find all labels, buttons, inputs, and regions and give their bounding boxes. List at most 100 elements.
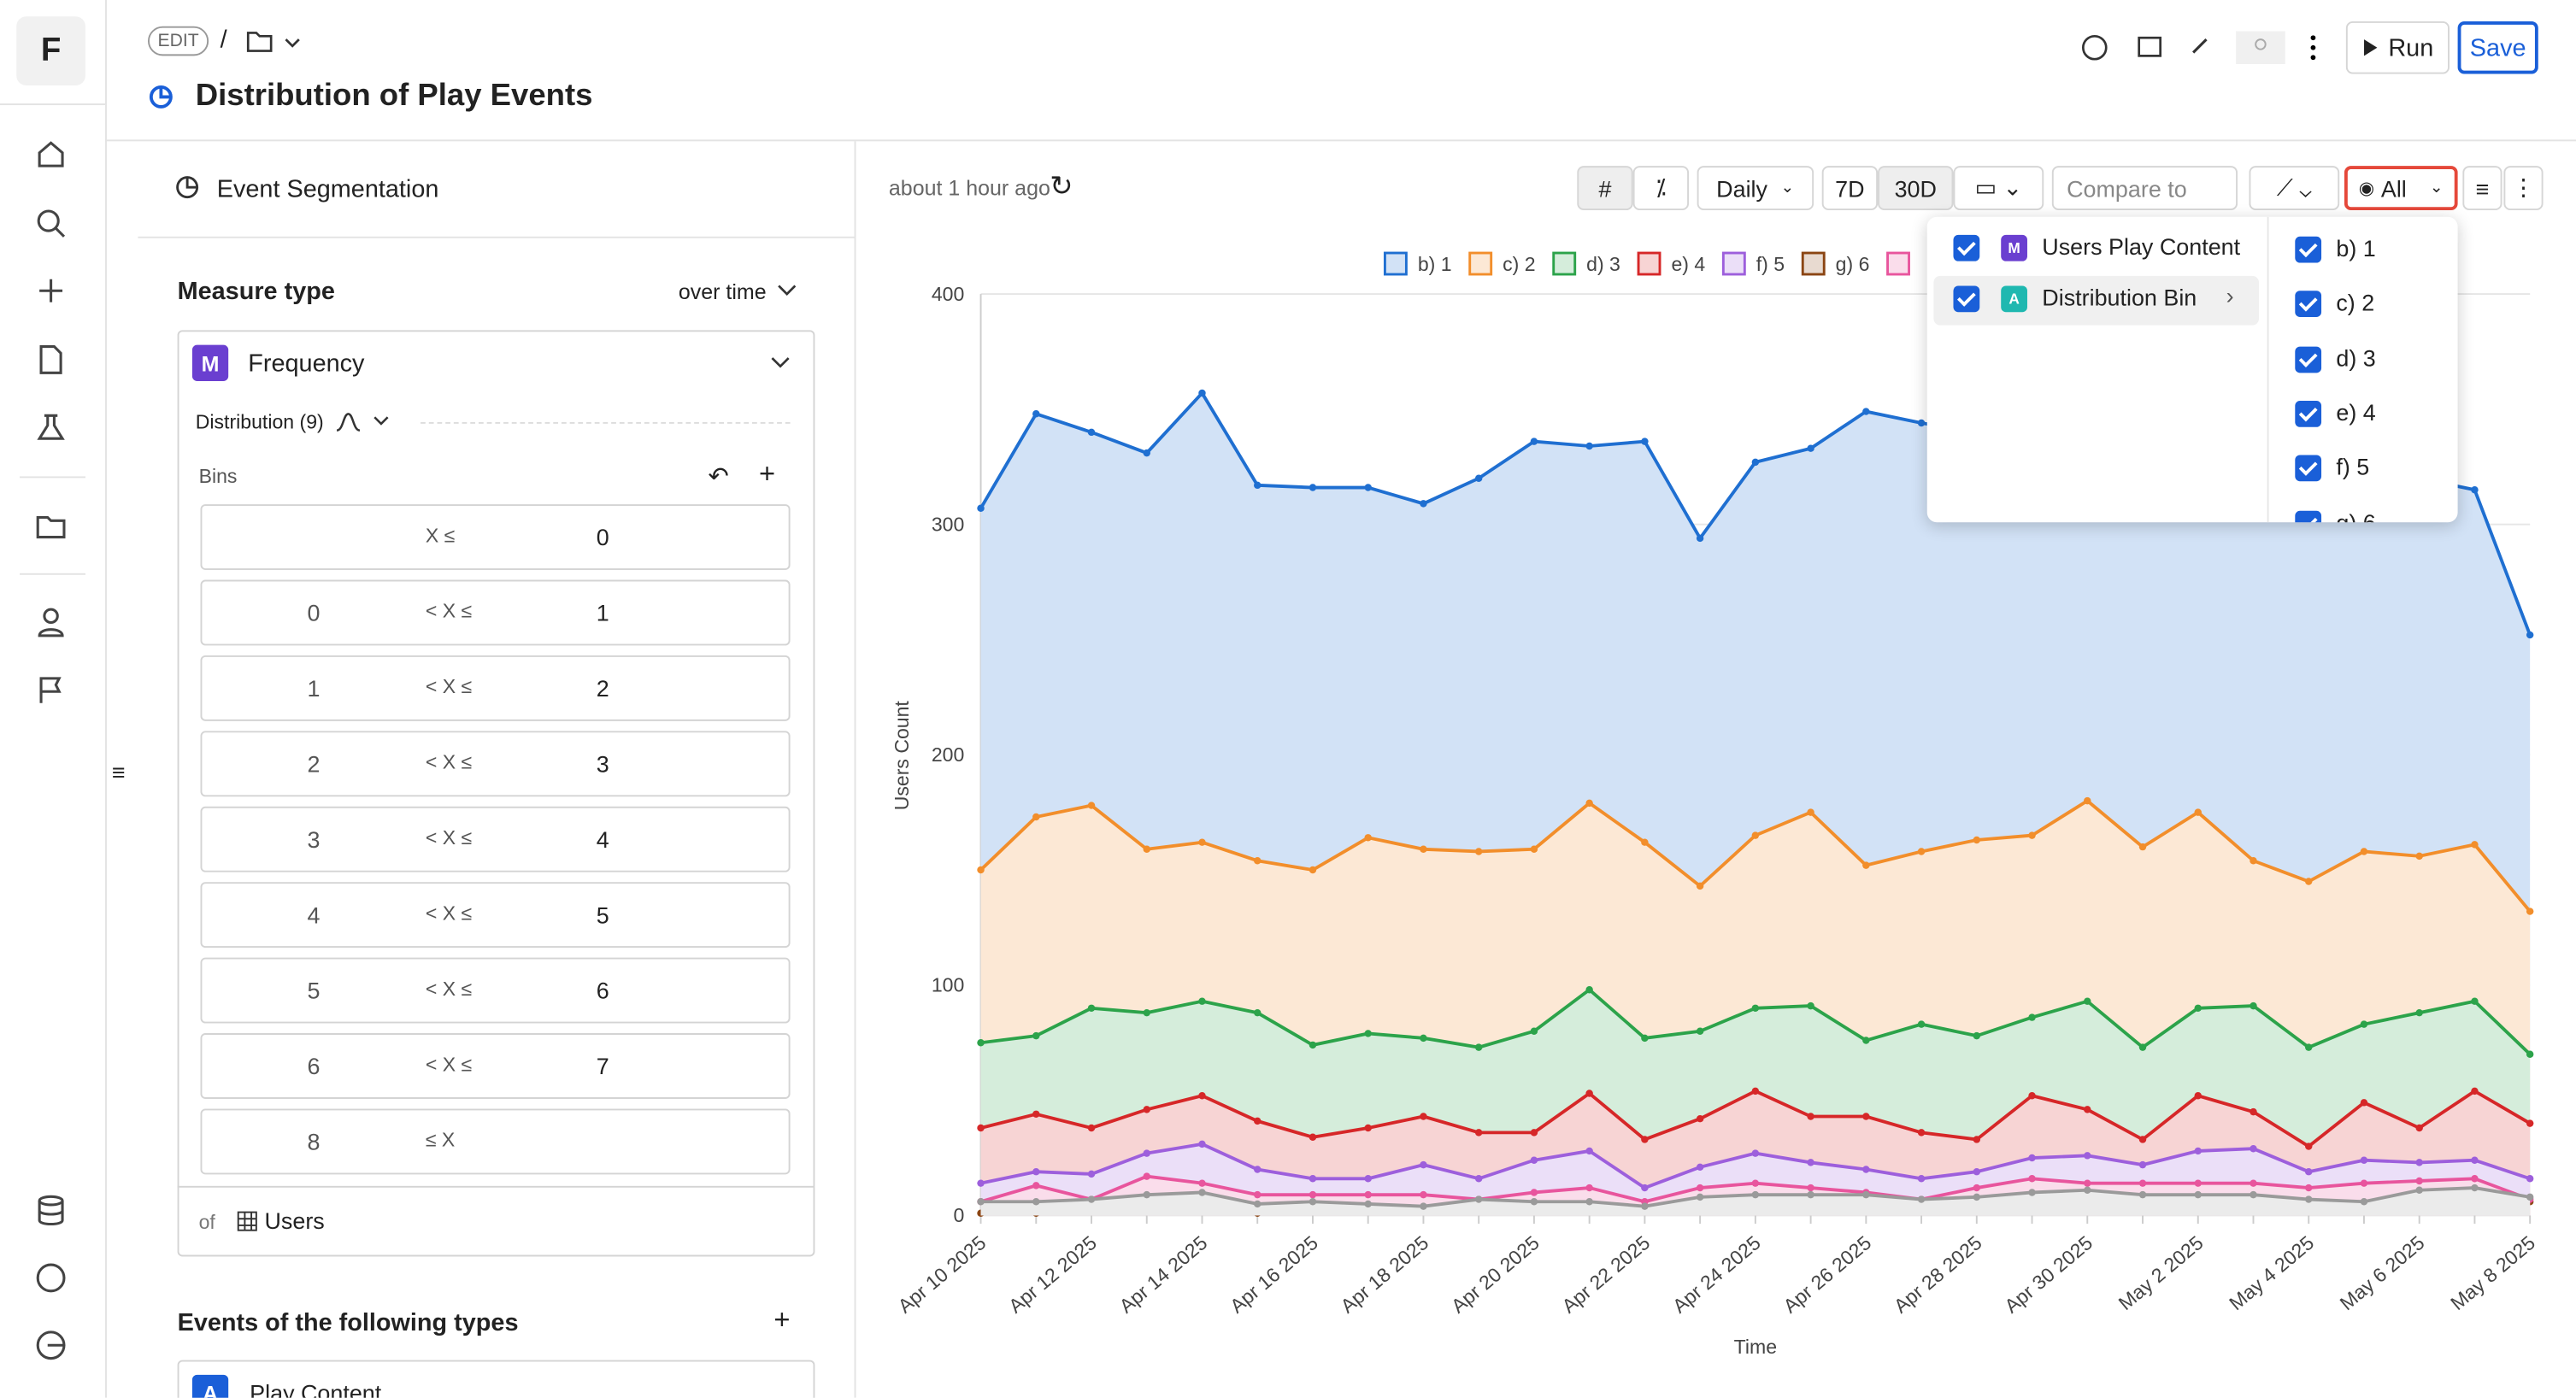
- checkbox[interactable]: [2295, 455, 2322, 482]
- granularity-select[interactable]: Daily ⌄: [1697, 166, 1814, 211]
- bin-row[interactable]: 1 < X ≤ 2: [200, 655, 791, 721]
- data-point: [2250, 1190, 2257, 1199]
- home-icon[interactable]: [34, 138, 67, 170]
- data-point: [1973, 1193, 1981, 1201]
- data-point: [1309, 1190, 1317, 1199]
- logo[interactable]: F: [16, 16, 85, 85]
- data-point: [2526, 908, 2534, 915]
- toggle-panel[interactable]: ≡: [111, 759, 126, 785]
- data-point: [1254, 857, 1262, 865]
- bin-row[interactable]: 6 < X ≤ 7: [200, 1033, 791, 1099]
- distribution-icon: [336, 413, 389, 432]
- bin-row[interactable]: 4 < X ≤ 5: [200, 882, 791, 949]
- bin-row[interactable]: X ≤ 0: [200, 504, 791, 570]
- data-point: [1585, 442, 1593, 450]
- calendar-button[interactable]: ▭ ⌄: [1953, 166, 2044, 211]
- add-bin-button[interactable]: +: [759, 458, 776, 490]
- add-icon[interactable]: [34, 274, 67, 307]
- run-button[interactable]: Run: [2345, 21, 2450, 74]
- help-icon[interactable]: [34, 1261, 67, 1294]
- data-point: [1254, 1117, 1262, 1125]
- value-label[interactable]: b) 1: [2336, 234, 2376, 261]
- checkbox[interactable]: [2295, 345, 2322, 373]
- value-label[interactable]: g) 6: [2336, 508, 2376, 523]
- value-label[interactable]: c) 2: [2336, 289, 2375, 316]
- bin-row[interactable]: 0 < X ≤ 1: [200, 579, 791, 646]
- checkbox[interactable]: [2295, 509, 2322, 523]
- flag-icon[interactable]: [34, 673, 67, 706]
- undo-button[interactable]: ↶: [708, 463, 729, 491]
- data-point: [1696, 1163, 1704, 1172]
- more-button[interactable]: ⋮: [2503, 166, 2544, 211]
- data-point: [2028, 1175, 2036, 1183]
- data-point: [1364, 484, 1372, 491]
- data-point: [1420, 1160, 1427, 1169]
- data-point: [2304, 1142, 2313, 1150]
- value-label[interactable]: d) 3: [2336, 344, 2376, 371]
- bin-operator: < X ≤: [425, 902, 473, 925]
- data-point: [2138, 1043, 2147, 1051]
- visibility-select[interactable]: ◉ All ⌄: [2344, 166, 2458, 211]
- data-point: [1420, 1113, 1427, 1120]
- bin-row[interactable]: 2 < X ≤ 3: [200, 731, 791, 797]
- data-point: [1530, 1027, 1538, 1035]
- data-point: [1254, 1166, 1262, 1173]
- value-label[interactable]: f) 5: [2336, 453, 2370, 480]
- header-icons[interactable]: [2079, 31, 2342, 64]
- bin-row[interactable]: 8 ≤ X: [200, 1108, 791, 1175]
- folder-menu[interactable]: [244, 28, 303, 58]
- database-icon[interactable]: [34, 1194, 67, 1226]
- distribution-label[interactable]: Distribution (9): [195, 410, 324, 434]
- add-event-button[interactable]: +: [773, 1304, 791, 1336]
- checkbox[interactable]: [1953, 234, 1980, 261]
- bin-operator: < X ≤: [425, 1053, 473, 1077]
- measure-value[interactable]: over time: [678, 279, 767, 304]
- compare-select[interactable]: Compare to: [2051, 166, 2238, 211]
- range-30d[interactable]: 30D: [1878, 166, 1954, 211]
- count-toggle[interactable]: #: [1577, 166, 1633, 211]
- measure-name[interactable]: Frequency: [248, 350, 365, 379]
- data-point: [2028, 1092, 2036, 1100]
- group-label[interactable]: Users Play Content: [2042, 232, 2241, 260]
- event-name[interactable]: Play Content: [250, 1379, 382, 1398]
- bin-row[interactable]: 5 < X ≤ 6: [200, 957, 791, 1024]
- folder-icon[interactable]: [34, 509, 67, 542]
- of-value[interactable]: Users: [264, 1207, 325, 1234]
- range-7d[interactable]: 7D: [1821, 166, 1879, 211]
- save-button[interactable]: Save: [2457, 21, 2538, 74]
- divider: [2267, 216, 2269, 523]
- logout-icon[interactable]: [34, 1329, 67, 1361]
- y-tick-label: 300: [932, 513, 964, 535]
- data-point: [2304, 1167, 2313, 1176]
- checkbox[interactable]: [2295, 291, 2322, 318]
- filter-button[interactable]: ≡: [2462, 166, 2502, 211]
- data-point: [1862, 1166, 1870, 1173]
- mode-tag[interactable]: EDIT: [147, 26, 209, 56]
- chart-type-select[interactable]: ⟋ ⌄: [2249, 166, 2340, 211]
- data-point: [1585, 1198, 1593, 1206]
- value-label[interactable]: e) 4: [2336, 398, 2376, 426]
- percent-toggle[interactable]: ⁒: [1632, 166, 1690, 211]
- data-point: [1696, 534, 1704, 543]
- data-point: [2250, 1002, 2257, 1010]
- data-point: [2415, 1008, 2423, 1017]
- data-point: [2526, 631, 2534, 639]
- group-label[interactable]: Distribution Bin: [2042, 284, 2197, 311]
- legend-label: g) 6: [1836, 253, 1870, 275]
- checkbox[interactable]: [2295, 236, 2322, 263]
- search-icon[interactable]: [34, 207, 67, 239]
- data-point: [1530, 1156, 1538, 1164]
- data-point: [1641, 1034, 1649, 1043]
- bin-row[interactable]: 3 < X ≤ 4: [200, 806, 791, 872]
- data-point: [1530, 1129, 1538, 1137]
- edit-icon[interactable]: [34, 344, 67, 376]
- lab-icon[interactable]: [34, 411, 67, 443]
- checkbox[interactable]: [2295, 400, 2322, 427]
- data-point: [1917, 848, 1926, 855]
- data-point: [1198, 1140, 1206, 1148]
- user-icon[interactable]: [34, 606, 67, 638]
- divider: [854, 141, 856, 1398]
- refresh-button[interactable]: ↻: [1050, 170, 1073, 203]
- legend-swatch: [1552, 251, 1577, 276]
- checkbox[interactable]: [1953, 285, 1980, 313]
